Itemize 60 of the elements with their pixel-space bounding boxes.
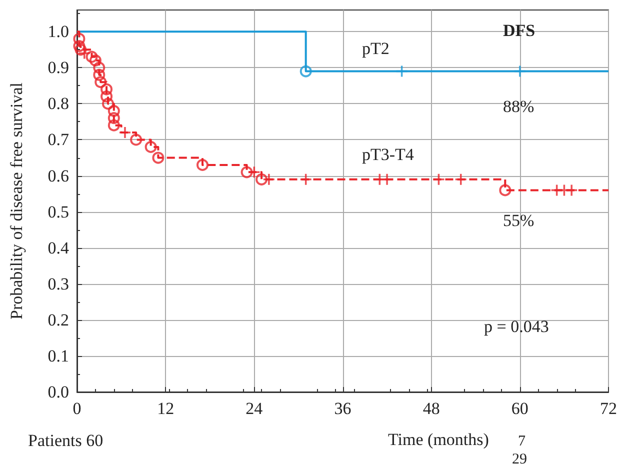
point: [455, 174, 466, 185]
point: [108, 119, 120, 132]
point: [93, 68, 106, 81]
y-tick-label: 0.8: [48, 94, 69, 114]
x-tick-label: 72: [600, 399, 617, 418]
x-tick-label: 36: [334, 399, 352, 418]
x-axis-title: Time (months): [388, 430, 489, 449]
annotation: 55%: [503, 211, 534, 230]
point: [102, 98, 114, 110]
annotation: DFS: [503, 21, 536, 40]
point: [74, 44, 87, 56]
y-tick-label: 0.7: [48, 130, 70, 150]
point: [514, 66, 526, 77]
y-tick-label: 0.3: [48, 274, 69, 294]
y-tick-label: 0.9: [48, 58, 69, 78]
point: [93, 62, 106, 74]
x-tick-label: 12: [157, 399, 174, 418]
point: [94, 76, 107, 88]
point: [73, 40, 86, 52]
point: [100, 90, 113, 102]
text: 7: [518, 434, 526, 450]
point: [144, 140, 157, 153]
y-tick-label: 1.0: [48, 22, 69, 42]
point: [78, 48, 90, 59]
point: [89, 54, 102, 66]
y-tick-label: 0.2: [48, 310, 69, 330]
point: [263, 174, 274, 185]
point: [152, 152, 164, 164]
point: [108, 104, 120, 117]
x-tick-label: 0: [72, 399, 82, 418]
y-axis-title: Probability of disease free survival: [7, 82, 26, 320]
point: [300, 65, 312, 78]
y-tick-label: 0.4: [48, 238, 70, 258]
point: [73, 32, 86, 45]
point: [382, 174, 393, 185]
point: [433, 174, 444, 185]
annotation: pT2: [362, 39, 390, 58]
y-tick-label: 0.5: [48, 202, 69, 222]
x-tick-label: 60: [511, 399, 528, 418]
annotation: p = 0.043: [484, 317, 549, 336]
point: [300, 174, 312, 185]
point: [100, 83, 113, 96]
point: [240, 166, 253, 178]
text: 29: [512, 452, 527, 468]
y-tick-label: 0.0: [48, 382, 69, 402]
point: [130, 134, 142, 146]
point: [499, 184, 512, 196]
point: [86, 50, 98, 63]
text: Patients 60: [28, 431, 104, 450]
point: [108, 112, 120, 124]
annotation: 88%: [503, 97, 534, 116]
point: [119, 127, 130, 138]
point: [566, 184, 578, 196]
x-tick-label: 48: [422, 399, 440, 418]
y-tick-label: 0.1: [48, 346, 69, 366]
x-tick-label: 24: [246, 399, 264, 418]
y-tick-label: 0.6: [48, 166, 69, 186]
point: [256, 173, 268, 186]
point: [196, 158, 208, 171]
annotation: pT3-T4: [362, 145, 414, 164]
